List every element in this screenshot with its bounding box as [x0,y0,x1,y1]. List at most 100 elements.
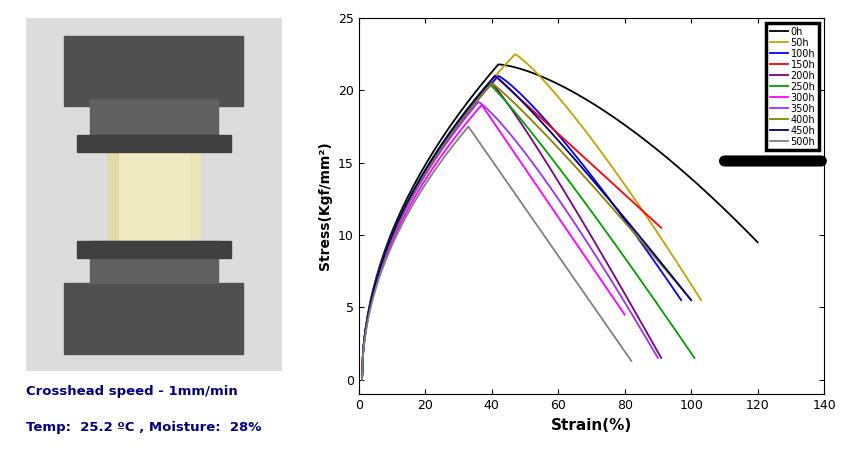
500h [363,313,374,318]
100h [436,145,446,150]
200h [357,377,367,382]
250h [623,260,633,265]
50h [635,206,646,212]
450h [357,377,367,382]
0h [720,207,730,213]
500h [418,184,428,189]
200h [374,267,385,273]
250h [374,267,384,273]
450h [434,145,444,150]
Line: 300h: 300h [362,105,624,380]
350h [373,274,383,280]
500h [625,358,635,364]
Bar [77,241,230,258]
100h [365,299,375,305]
Text: Temp:  25.2 ºC , Moisture:  28%: Temp: 25.2 ºC , Moisture: 28% [26,421,261,434]
350h [473,99,483,105]
0h [474,84,485,89]
50h [445,129,456,134]
200h [486,81,496,86]
100h [493,73,503,79]
Bar [77,135,230,152]
400h [432,151,442,156]
300h [476,102,486,108]
Bar [64,36,243,106]
Text: Crosshead speed - 1mm/min: Crosshead speed - 1mm/min [26,385,237,398]
100h [375,265,386,270]
450h [365,299,375,305]
300h [373,275,383,281]
300h [573,245,583,250]
0h [375,260,386,266]
400h [374,267,385,273]
400h [468,101,479,107]
500h [462,124,473,129]
150h [365,299,375,305]
250h [364,302,374,307]
Line: 50h: 50h [362,54,700,380]
50h [672,261,682,267]
Line: 100h: 100h [362,76,681,380]
Y-axis label: Stress(Kgf/mm²): Stress(Kgf/mm²) [318,142,332,270]
50h [357,377,367,382]
150h [490,73,500,79]
Bar [64,283,243,354]
500h [573,283,583,289]
X-axis label: Strain(%): Strain(%) [550,418,631,433]
150h [602,176,612,182]
300h [426,167,437,173]
350h [364,306,374,312]
100h [653,265,663,270]
150h [374,265,385,270]
150h [434,145,444,150]
400h [486,81,496,86]
100h [357,377,367,382]
200h [601,260,612,265]
500h [357,377,367,382]
Line: 500h: 500h [362,126,630,380]
200h [655,355,665,361]
500h [606,329,616,335]
400h [621,222,631,228]
Legend: 0h, 50h, 100h, 150h, 200h, 250h, 300h, 350h, 400h, 450h, 500h: 0h, 50h, 100h, 150h, 200h, 250h, 300h, 3… [765,23,818,150]
Line: 400h: 400h [362,83,690,380]
400h [660,268,670,274]
Line: 450h: 450h [362,76,690,380]
250h [663,318,673,323]
350h [652,355,662,361]
150h [357,377,367,382]
Line: 250h: 250h [362,83,693,380]
Bar [107,152,200,241]
0h [751,240,762,245]
300h [460,122,470,127]
200h [635,318,645,323]
200h [365,302,375,307]
0h [669,161,679,167]
400h [357,377,367,382]
300h [364,307,374,313]
500h [448,142,458,147]
300h [618,312,629,317]
Bar [189,152,200,241]
100h [617,214,627,220]
200h [432,151,442,156]
450h [685,298,695,303]
Line: 200h: 200h [362,83,660,380]
350h [457,119,467,125]
450h [623,220,633,225]
500h [371,284,381,289]
50h [366,294,376,299]
350h [630,318,640,323]
100h [474,95,485,100]
300h [357,377,367,382]
450h [374,265,385,270]
50h [377,257,387,262]
50h [488,75,498,80]
Bar [107,152,118,241]
0h [357,377,367,382]
0h [365,297,375,302]
100h [676,298,686,303]
300h [601,286,612,291]
50h [695,298,705,303]
Line: 150h: 150h [362,76,660,380]
